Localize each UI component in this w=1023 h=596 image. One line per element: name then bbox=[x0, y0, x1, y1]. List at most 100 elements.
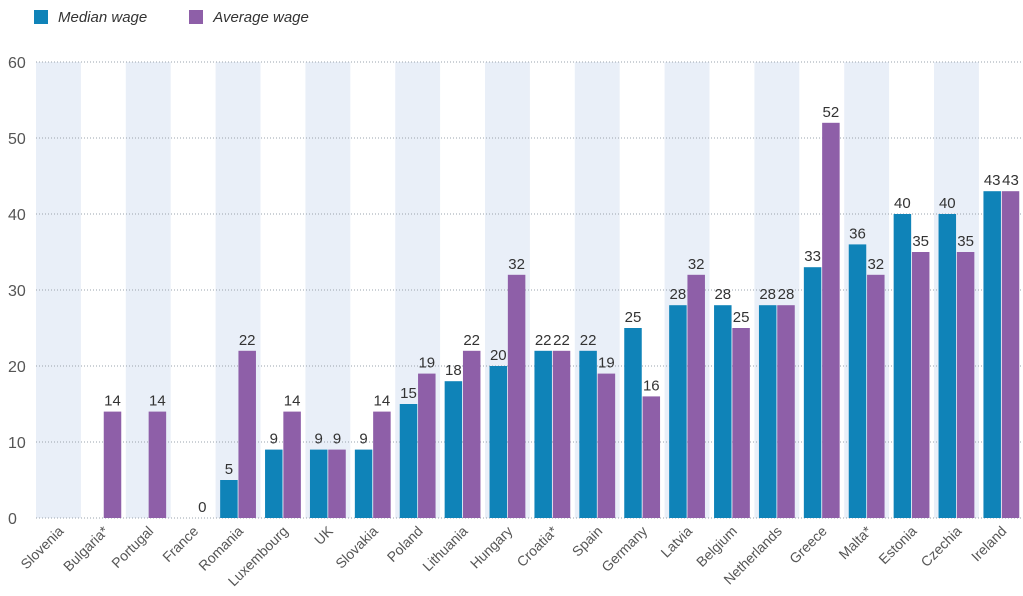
x-category-label: Spain bbox=[569, 523, 606, 560]
bar-value-label: 25 bbox=[733, 309, 750, 326]
bar-value-label: 28 bbox=[759, 286, 776, 303]
bar bbox=[777, 305, 795, 518]
legend-label-median: Median wage bbox=[58, 8, 148, 26]
bar-value-label: 32 bbox=[867, 256, 884, 273]
bar bbox=[822, 122, 840, 519]
bar bbox=[283, 411, 301, 518]
bar bbox=[238, 350, 256, 518]
bar bbox=[579, 350, 597, 518]
y-tick-label: 10 bbox=[8, 435, 26, 452]
legend-item-median: Median wage bbox=[34, 9, 147, 26]
bar-value-label: 28 bbox=[778, 286, 795, 303]
bar-value-label: 35 bbox=[957, 233, 974, 250]
bar-value-label: 22 bbox=[239, 332, 256, 349]
x-category-label: Latvia bbox=[657, 523, 695, 561]
bar-value-label: 22 bbox=[580, 332, 597, 349]
bar bbox=[328, 449, 346, 518]
bar bbox=[489, 366, 508, 518]
bar-value-label: 40 bbox=[939, 195, 956, 212]
bar-value-label: 22 bbox=[553, 332, 570, 349]
x-category-label: Hungary bbox=[467, 523, 516, 572]
bar-value-label: 9 bbox=[359, 431, 367, 448]
bar bbox=[309, 449, 328, 518]
bar-value-label: 22 bbox=[535, 332, 552, 349]
bar bbox=[220, 480, 238, 518]
x-category-label: Croatia* bbox=[513, 522, 560, 569]
bar-value-label: 14 bbox=[149, 393, 166, 410]
bar-value-label: 20 bbox=[490, 347, 507, 364]
bar bbox=[867, 274, 885, 518]
bar bbox=[687, 274, 705, 518]
bar bbox=[462, 350, 481, 518]
y-tick-label: 20 bbox=[8, 359, 26, 376]
bar-value-label: 18 bbox=[445, 362, 462, 379]
bar-value-label: 15 bbox=[400, 385, 417, 402]
category-band bbox=[36, 62, 81, 518]
y-tick-label: 0 bbox=[8, 511, 17, 528]
bar bbox=[399, 404, 418, 518]
legend-swatch-average bbox=[189, 10, 204, 24]
bar-value-label: 19 bbox=[418, 355, 435, 372]
bar-value-label: 36 bbox=[849, 225, 866, 242]
bar-value-label: 28 bbox=[714, 286, 731, 303]
x-category-label: Germany bbox=[598, 523, 650, 575]
x-category-label: Slovakia bbox=[332, 523, 381, 572]
bar-value-label: 40 bbox=[894, 195, 911, 212]
bar bbox=[669, 305, 687, 518]
bar bbox=[803, 267, 822, 518]
bar bbox=[103, 411, 122, 518]
x-category-label: Lithuania bbox=[419, 523, 471, 575]
bar bbox=[552, 350, 571, 518]
bar bbox=[1001, 191, 1020, 518]
bar-value-label: 9 bbox=[333, 431, 341, 448]
bar-value-label: 43 bbox=[984, 172, 1001, 189]
bar bbox=[732, 328, 750, 518]
bar-value-label: 32 bbox=[688, 256, 705, 273]
x-category-label: Malta* bbox=[835, 522, 875, 562]
bar bbox=[956, 252, 975, 518]
bar bbox=[418, 373, 436, 518]
legend: Median wage Average wage bbox=[34, 6, 351, 28]
bar bbox=[354, 449, 373, 518]
x-category-label: Poland bbox=[384, 523, 426, 565]
x-category-label: Slovenia bbox=[17, 523, 66, 572]
bar-value-label: 43 bbox=[1002, 172, 1019, 189]
bar-value-label: 9 bbox=[315, 431, 323, 448]
bar-value-label: 33 bbox=[804, 248, 821, 265]
y-tick-label: 30 bbox=[8, 283, 26, 300]
y-tick-label: 40 bbox=[8, 207, 26, 224]
bar bbox=[534, 350, 552, 518]
bar bbox=[507, 274, 526, 518]
x-category-label: France bbox=[159, 523, 201, 565]
y-tick-label: 50 bbox=[8, 131, 26, 148]
bar bbox=[597, 373, 616, 518]
legend-swatch-median bbox=[34, 10, 48, 24]
x-category-label: Portugal bbox=[108, 523, 156, 571]
bar-value-label: 52 bbox=[823, 104, 840, 121]
bar bbox=[983, 191, 1001, 518]
bar-value-label: 25 bbox=[625, 309, 642, 326]
bar-value-label: 9 bbox=[270, 431, 278, 448]
bar-value-label: 32 bbox=[508, 256, 525, 273]
bar-value-label: 28 bbox=[670, 286, 687, 303]
bar-value-label: 0 bbox=[198, 499, 206, 516]
x-category-label: Bulgaria* bbox=[60, 522, 112, 574]
y-tick-label: 60 bbox=[8, 55, 26, 72]
bar-value-label: 35 bbox=[912, 233, 929, 250]
x-category-label: Ireland bbox=[968, 523, 1010, 565]
bar-value-label: 5 bbox=[225, 461, 233, 478]
bar bbox=[148, 411, 167, 518]
x-category-label: Czechia bbox=[917, 523, 964, 570]
bar-value-label: 22 bbox=[463, 332, 480, 349]
bar bbox=[848, 244, 867, 518]
bar bbox=[444, 381, 463, 518]
bar bbox=[893, 214, 912, 518]
bar-value-label: 14 bbox=[374, 393, 391, 410]
bar bbox=[911, 252, 930, 518]
bar-value-label: 19 bbox=[598, 355, 615, 372]
bar-value-label: 14 bbox=[104, 393, 121, 410]
bar bbox=[938, 214, 957, 518]
bar-value-label: 14 bbox=[284, 393, 301, 410]
x-category-label: UK bbox=[311, 522, 337, 548]
